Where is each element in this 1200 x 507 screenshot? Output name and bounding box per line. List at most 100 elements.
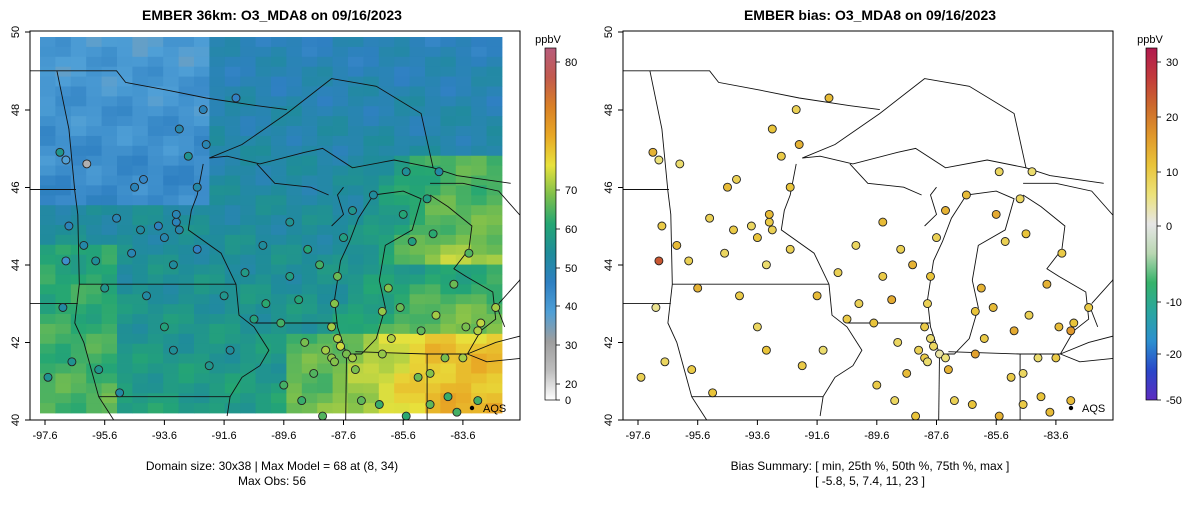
grid-cell	[224, 373, 241, 384]
grid-cell	[163, 264, 179, 275]
grid-cell	[425, 284, 441, 295]
grid-cell	[147, 333, 164, 345]
right-state-boundaries	[623, 70, 1113, 420]
grid-cell	[471, 383, 487, 394]
grid-cell	[301, 343, 318, 355]
grid-cell	[440, 234, 457, 246]
grid-cell	[70, 195, 87, 206]
grid-cell	[240, 383, 256, 394]
grid-cell	[486, 37, 503, 48]
grid-cell	[132, 76, 149, 87]
grid-cell	[286, 284, 303, 295]
grid-cell	[209, 155, 226, 167]
grid-cell	[363, 403, 380, 414]
grid-cell	[455, 76, 472, 87]
grid-cell	[394, 215, 410, 226]
aqs-bias-point	[1035, 419, 1041, 420]
aqs-observation-point	[422, 194, 432, 204]
aqs-bias-point	[923, 357, 932, 367]
grid-cell	[147, 195, 164, 206]
grid-cell	[178, 323, 195, 335]
grid-cell	[132, 116, 149, 127]
grid-cell	[425, 155, 441, 167]
aqs-bias-point	[797, 361, 807, 371]
state-boundary	[802, 78, 1027, 169]
grid-cell	[317, 116, 333, 127]
grid-cell	[178, 274, 195, 285]
aqs-bias-point	[1042, 279, 1052, 289]
grid-cell	[70, 363, 87, 374]
aqs-bias-point	[1009, 326, 1019, 336]
grid-cell	[70, 96, 87, 107]
y-tick-label: 48	[603, 104, 615, 116]
grid-cell	[332, 126, 349, 137]
grid-cell	[101, 383, 118, 394]
aqs-bias-point	[878, 271, 888, 281]
grid-cell	[486, 116, 503, 127]
grid-cell	[117, 274, 133, 285]
grid-cell	[317, 353, 333, 364]
grid-cell	[471, 155, 487, 167]
colorbar-tick-label: 60	[565, 224, 577, 236]
grid-cell	[163, 37, 179, 48]
grid-cell	[194, 244, 210, 256]
grid-cell	[178, 86, 195, 97]
right-legend-aqs-label: AQS	[1082, 403, 1105, 415]
grid-cell	[378, 403, 395, 414]
grid-cell	[471, 86, 487, 97]
grid-cell	[101, 284, 118, 295]
state-boundary	[948, 351, 1061, 355]
grid-cell	[132, 333, 149, 345]
grid-cell	[209, 254, 226, 265]
grid-cell	[348, 403, 364, 414]
grid-cell	[194, 363, 210, 374]
grid-cell	[317, 106, 333, 117]
grid-cell	[86, 195, 102, 206]
grid-cell	[178, 215, 195, 226]
grid-cell	[363, 353, 380, 364]
grid-cell	[194, 135, 210, 147]
grid-cell	[194, 373, 210, 384]
grid-cell	[101, 254, 118, 265]
grid-cell	[425, 56, 441, 68]
grid-cell	[440, 106, 457, 117]
aqs-observation-point	[431, 310, 441, 320]
grid-cell	[86, 37, 102, 48]
grid-cell	[317, 175, 333, 186]
grid-cell	[209, 314, 226, 325]
state-boundary	[1060, 335, 1113, 355]
aqs-bias-point	[974, 424, 982, 432]
grid-cell	[40, 66, 56, 77]
grid-cell	[471, 165, 487, 176]
state-boundary	[849, 163, 922, 196]
grid-cell	[163, 304, 179, 315]
grid-cell	[348, 195, 364, 206]
grid-cell	[455, 37, 472, 48]
grid-cell	[378, 175, 395, 186]
grid-cell	[301, 86, 318, 97]
grid-cell	[425, 383, 441, 394]
grid-cell	[70, 76, 87, 87]
aqs-observation-point	[339, 233, 348, 243]
grid-cell	[40, 145, 56, 157]
colorbar-tick-label: -20	[1166, 349, 1182, 361]
grid-cell	[271, 56, 287, 68]
grid-cell	[147, 106, 164, 117]
grid-cell	[194, 155, 210, 167]
aqs-bias-point	[851, 240, 861, 250]
colorbar-tick-label: 50	[565, 263, 577, 275]
grid-cell	[363, 96, 380, 107]
grid-cell	[301, 165, 318, 176]
grid-cell	[240, 373, 256, 384]
grid-cell	[332, 96, 349, 107]
grid-cell	[301, 403, 318, 414]
grid-cell	[455, 294, 472, 305]
grid-cell	[147, 37, 164, 48]
grid-cell	[194, 66, 210, 77]
state-boundary	[256, 163, 329, 196]
grid-cell	[455, 66, 472, 77]
state-boundary	[1025, 167, 1104, 184]
grid-cell	[224, 96, 241, 107]
grid-cell	[394, 323, 410, 335]
grid-cell	[147, 205, 164, 216]
